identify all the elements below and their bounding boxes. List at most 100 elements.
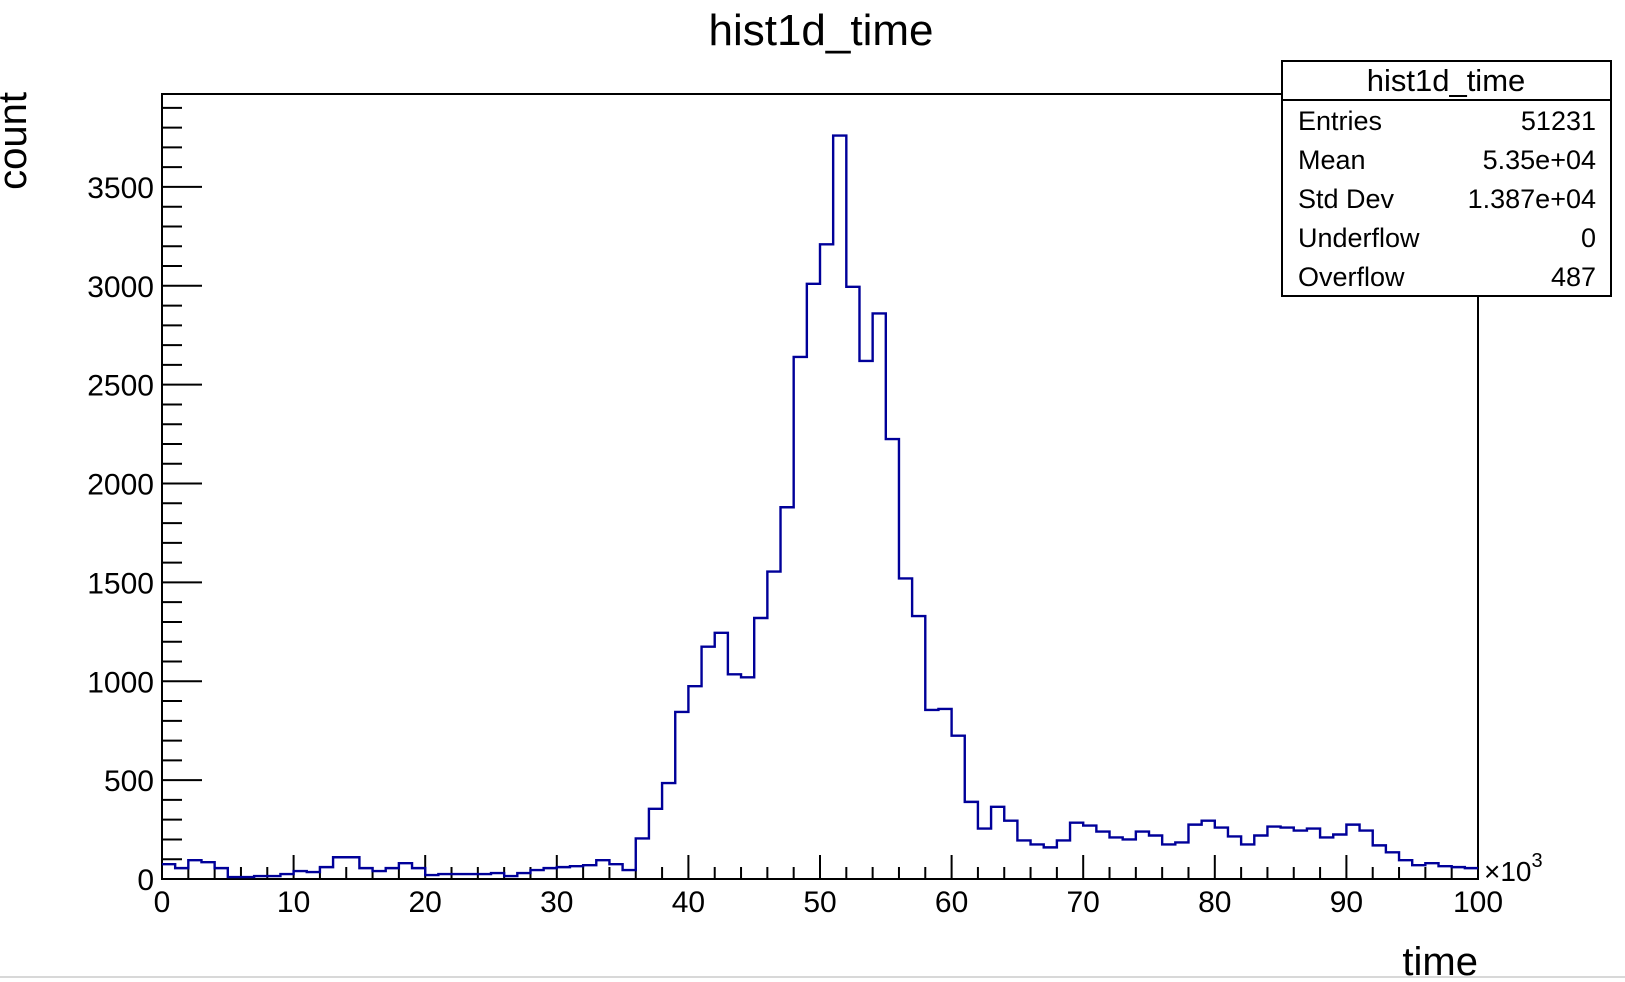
histogram-bin (544, 868, 557, 879)
histogram-bin (1188, 825, 1201, 879)
histogram-bin (386, 868, 399, 879)
stats-row-value: 51231 (1521, 106, 1596, 136)
stats-row-label: Std Dev (1298, 184, 1395, 214)
x-tick-label: 70 (1067, 886, 1100, 919)
histogram-bin (1149, 835, 1162, 879)
x-tick-label: 20 (409, 886, 442, 919)
histogram-bin (241, 877, 254, 879)
histogram-bin (1320, 837, 1333, 879)
histogram-bin (675, 712, 688, 879)
stats-box-rows: Entries 51231 Mean 5.35e+04 Std Dev 1.387e+04… (1298, 106, 1596, 292)
histogram-bin (570, 866, 583, 879)
histogram-bins (162, 134, 1478, 879)
histogram-bin (1110, 837, 1123, 879)
histogram-bin (702, 647, 715, 879)
histogram-bin (1373, 845, 1386, 879)
histogram-bin (1215, 828, 1228, 879)
histogram-bin (1044, 847, 1057, 879)
histogram-bin (1228, 836, 1241, 879)
stats-box-title: hist1d_time (1367, 63, 1526, 98)
histogram-bin (333, 857, 346, 879)
histogram-bin (1439, 866, 1452, 879)
histogram-bin (886, 439, 899, 879)
histogram-bin (899, 578, 912, 879)
stats-row-value: 487 (1551, 262, 1596, 292)
histogram-bin (346, 857, 359, 879)
chart-title: hist1d_time (708, 6, 933, 55)
x-tick-label: 100 (1453, 886, 1503, 919)
histogram-bin (1241, 844, 1254, 879)
histogram-bin (728, 674, 741, 879)
histogram-bin (1412, 865, 1425, 879)
y-tick-label: 2500 (87, 370, 154, 403)
x-tick-label: 90 (1330, 886, 1363, 919)
histogram-bin (649, 809, 662, 879)
y-tick-label: 3000 (87, 271, 154, 304)
histogram-bin (846, 287, 859, 879)
histogram-bin (1083, 826, 1096, 879)
y-tick-label: 1500 (87, 567, 154, 600)
histogram-bin (1425, 863, 1438, 879)
x-multiplier-base: ×10 (1484, 856, 1532, 887)
histogram-bin (965, 802, 978, 879)
x-tick-label: 0 (154, 886, 171, 919)
histogram-bin (188, 860, 201, 879)
histogram-bin (1281, 828, 1294, 879)
histogram-bin (359, 868, 372, 879)
x-tick-label: 60 (935, 886, 968, 919)
x-axis-label: time (1402, 940, 1478, 982)
histogram-bin (478, 874, 491, 879)
histogram-bin (1254, 835, 1267, 879)
histogram-bin (794, 357, 807, 879)
x-multiplier-exponent: 3 (1532, 850, 1543, 872)
histogram-bin (623, 870, 636, 879)
histogram-bin (1294, 831, 1307, 879)
stats-row-label: Entries (1298, 106, 1382, 136)
window-bottom-edge (0, 976, 1625, 978)
histogram-bin (1057, 840, 1070, 879)
histogram-bin (1123, 839, 1136, 879)
histogram-bin (609, 864, 622, 879)
histogram-bin (1004, 821, 1017, 879)
histogram-bin (781, 507, 794, 879)
histogram-bin (662, 783, 675, 879)
histogram-bin (1031, 844, 1044, 879)
histogram-bin (201, 862, 214, 879)
stats-row-label: Underflow (1298, 223, 1420, 253)
histogram-bin (873, 313, 886, 879)
y-axis-label: count (0, 92, 35, 190)
y-tick-label: 500 (104, 765, 154, 798)
histogram-bin (938, 709, 951, 879)
histogram-bin (1465, 868, 1478, 879)
x-tick-label: 80 (1198, 886, 1231, 919)
histogram-bin (741, 677, 754, 879)
histogram-bin (978, 829, 991, 879)
histogram-bin (596, 860, 609, 879)
histogram-bin (425, 875, 438, 879)
x-axis-multiplier: ×103 (1484, 850, 1543, 887)
histogram-bin (307, 872, 320, 879)
histogram-bin (1017, 840, 1030, 879)
histogram-bin (820, 244, 833, 879)
histogram-bin (833, 136, 846, 879)
histogram-bin (504, 876, 517, 879)
y-tick-label: 0 (137, 864, 154, 897)
histogram-bin (1307, 829, 1320, 879)
stats-row-value: 0 (1581, 223, 1596, 253)
histogram-bin (1096, 832, 1109, 879)
histogram-bin (254, 876, 267, 879)
histogram-bin (1346, 825, 1359, 879)
histogram-bin (267, 876, 280, 879)
histogram-bin (465, 874, 478, 879)
histogram-bin (399, 863, 412, 879)
histogram-bin (294, 871, 307, 879)
histogram-bin (1070, 823, 1083, 879)
stats-row-value: 5.35e+04 (1483, 145, 1596, 175)
histogram-bin (1136, 832, 1149, 879)
histogram-bin (517, 873, 530, 879)
histogram-bin (767, 572, 780, 879)
y-tick-label: 3500 (87, 172, 154, 205)
histogram-bin (228, 877, 241, 879)
histogram-bin (583, 865, 596, 879)
